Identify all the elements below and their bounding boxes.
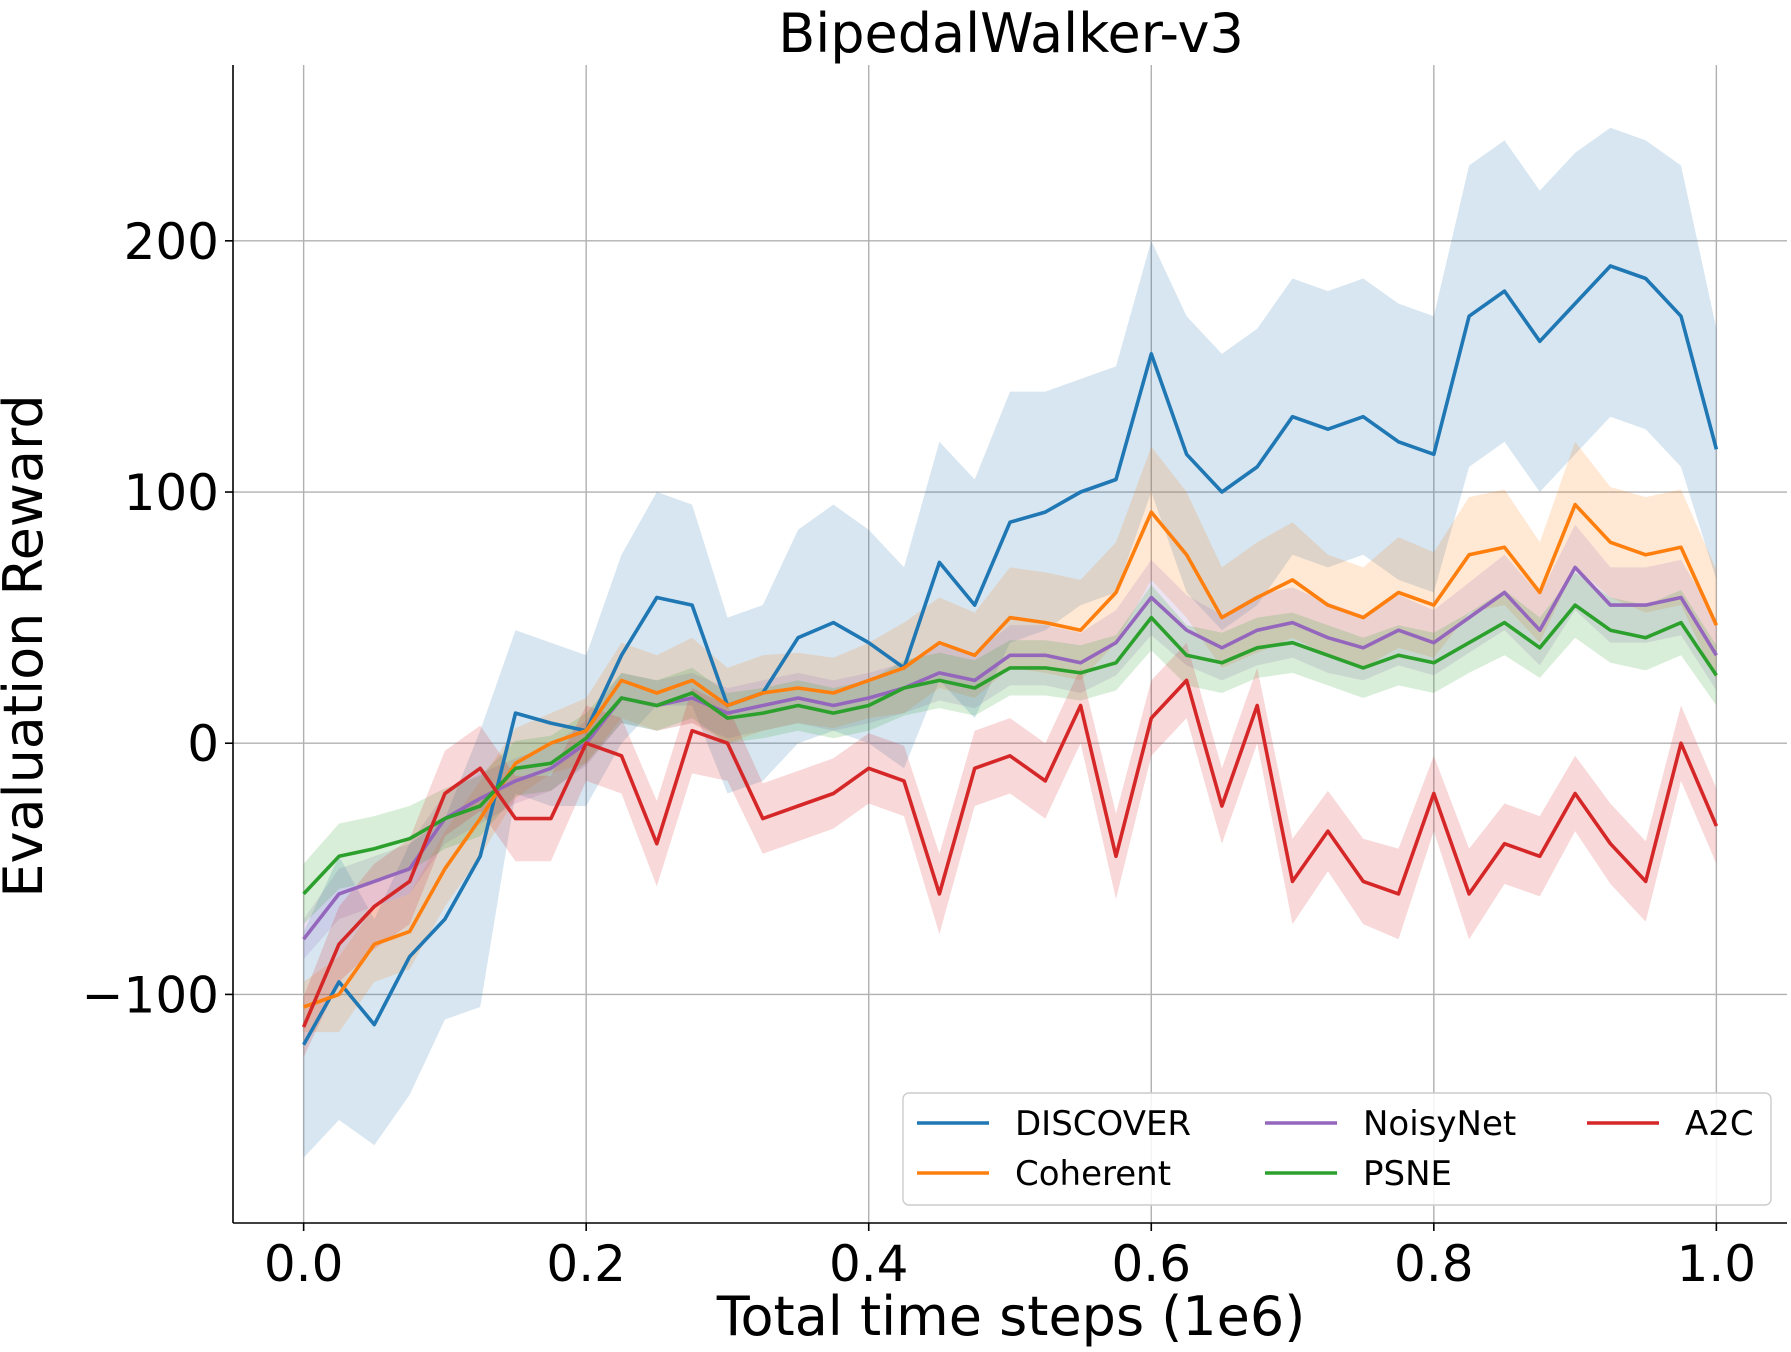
x-tick-label: 0.4 xyxy=(829,1235,909,1293)
coherent-line xyxy=(302,502,1719,1009)
legend-box xyxy=(902,1092,1772,1206)
coherent-confidence-band xyxy=(303,441,1717,1033)
y-tick-label: 200 xyxy=(124,213,219,271)
x-axis-title: Total time steps (1e6) xyxy=(716,1285,1306,1348)
x-tick-label: 0.6 xyxy=(1112,1235,1192,1293)
discover-line xyxy=(302,264,1719,1046)
y-tick-label: 100 xyxy=(124,464,219,522)
coherent-legend-label: Coherent xyxy=(1015,1154,1171,1194)
x-tick-label: 1.0 xyxy=(1677,1235,1757,1293)
discover-legend-label: DISCOVER xyxy=(1015,1104,1191,1144)
confidence-bands xyxy=(303,127,1717,1158)
a2c-confidence-band xyxy=(303,642,1717,1058)
tick-labels: 0.0 0.2 0.4 0.6 0.8 1.0 −100 0 100 200 xyxy=(82,213,1756,1293)
noisynet-legend-label: NoisyNet xyxy=(1363,1104,1516,1144)
x-tick-label: 0.2 xyxy=(546,1235,626,1293)
a2c-legend-label: A2C xyxy=(1685,1104,1754,1144)
psne-confidence-band xyxy=(303,572,1717,925)
x-tick-label: 0.8 xyxy=(1394,1235,1474,1293)
legend: DISCOVER Coherent NoisyNet PSNE A2C xyxy=(902,1092,1772,1206)
noisynet-line xyxy=(302,565,1718,941)
a2c-line xyxy=(301,678,1719,1028)
noisynet-confidence-band xyxy=(303,524,1717,960)
chart-title: BipedalWalker-v3 xyxy=(778,2,1244,65)
y-tick-label: −100 xyxy=(82,966,219,1024)
y-tick-label: 0 xyxy=(187,715,219,773)
psne-line xyxy=(302,603,1718,896)
discover-confidence-band xyxy=(303,127,1717,1158)
x-tick-label: 0.0 xyxy=(264,1235,344,1293)
y-axis-title: Evaluation Reward xyxy=(0,394,55,897)
axes xyxy=(232,65,1787,1224)
series-lines xyxy=(301,264,1719,1046)
psne-legend-label: PSNE xyxy=(1363,1154,1452,1194)
